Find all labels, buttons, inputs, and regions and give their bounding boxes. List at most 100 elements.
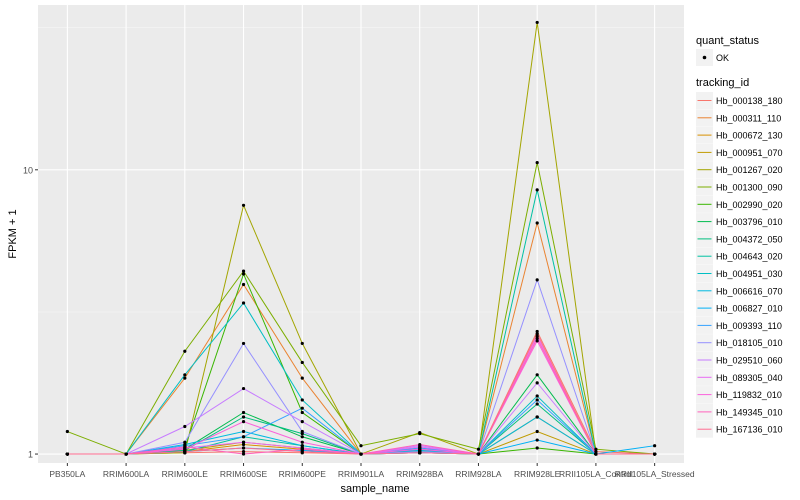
data-point bbox=[594, 449, 598, 454]
data-point bbox=[241, 410, 246, 415]
data-point bbox=[535, 398, 539, 402]
data-point bbox=[418, 442, 422, 447]
data-point bbox=[359, 444, 363, 448]
data-point bbox=[241, 442, 246, 447]
data-point bbox=[300, 429, 304, 434]
data-point bbox=[300, 435, 304, 439]
legend-label: Hb_119832_010 bbox=[716, 390, 782, 400]
data-point bbox=[241, 435, 246, 439]
data-point bbox=[183, 376, 187, 380]
legend-label: Hb_004372_050 bbox=[716, 234, 783, 244]
x-tick-label: RRIM600SE bbox=[220, 469, 268, 479]
data-point bbox=[183, 424, 187, 429]
data-point bbox=[476, 452, 481, 456]
legend-label: Hb_009393_110 bbox=[716, 321, 782, 331]
data-point bbox=[124, 452, 128, 456]
data-point bbox=[183, 449, 187, 454]
data-point bbox=[241, 446, 246, 450]
data-point bbox=[65, 429, 69, 434]
data-point bbox=[241, 452, 246, 456]
data-point bbox=[241, 415, 246, 419]
legend: quant_status OK tracking_id Hb_000138_18… bbox=[696, 35, 783, 438]
data-point bbox=[594, 447, 598, 451]
data-point bbox=[418, 447, 422, 451]
legend-quant-point bbox=[702, 55, 707, 60]
data-point bbox=[65, 452, 69, 456]
data-point bbox=[300, 440, 304, 444]
x-tick-label: RRIM901LA bbox=[338, 469, 385, 479]
data-point bbox=[241, 301, 246, 305]
legend-quant-label: OK bbox=[716, 53, 729, 63]
legend-tracking-entries: Hb_000138_180 Hb_000311_110 Hb_000672_130 H… bbox=[696, 92, 783, 438]
data-point bbox=[241, 269, 246, 273]
data-point bbox=[535, 278, 539, 282]
legend-label: Hb_001300_090 bbox=[716, 183, 783, 193]
data-point bbox=[418, 451, 422, 455]
legend-label: Hb_004643_020 bbox=[716, 252, 783, 262]
data-point bbox=[300, 420, 304, 424]
x-tick-label: RRIM928BA bbox=[396, 469, 444, 479]
legend-quant-title: quant_status bbox=[696, 35, 759, 47]
legend-label: Hb_001267_020 bbox=[716, 165, 783, 175]
data-point bbox=[535, 429, 539, 434]
legend-label: Hb_149345_010 bbox=[716, 407, 783, 417]
data-point bbox=[183, 445, 187, 449]
data-point bbox=[183, 440, 187, 444]
data-point bbox=[418, 432, 422, 436]
data-point bbox=[300, 341, 304, 346]
grid-lines bbox=[38, 5, 684, 463]
data-point bbox=[653, 452, 657, 456]
data-point bbox=[535, 161, 539, 165]
data-point bbox=[241, 429, 246, 434]
x-axis: PB350LA RRIM600LA RRIM600LE RRIM600SE RRIM60… bbox=[49, 463, 695, 479]
data-point bbox=[241, 282, 246, 287]
data-point bbox=[418, 445, 422, 449]
data-point bbox=[241, 386, 246, 391]
legend-label: Hb_004951_030 bbox=[716, 269, 783, 279]
legend-label: Hb_006616_070 bbox=[716, 286, 783, 296]
data-point bbox=[476, 447, 481, 451]
data-point bbox=[535, 221, 539, 225]
data-point bbox=[535, 394, 539, 398]
data-point bbox=[300, 449, 304, 454]
legend-label: Hb_003796_010 bbox=[716, 217, 783, 227]
y-axis: 1 10 bbox=[23, 165, 38, 460]
legend-label: Hb_000311_110 bbox=[716, 113, 781, 123]
data-point bbox=[535, 373, 539, 377]
data-point bbox=[359, 452, 363, 456]
data-point bbox=[241, 420, 246, 424]
data-point bbox=[594, 452, 598, 456]
data-point bbox=[653, 444, 657, 448]
data-point bbox=[535, 402, 539, 406]
data-point bbox=[241, 272, 246, 276]
legend-label: Hb_006827_010 bbox=[716, 304, 783, 314]
data-point bbox=[535, 381, 539, 385]
y-tick-label: 1 bbox=[28, 450, 33, 460]
legend-label: Hb_029510_060 bbox=[716, 356, 783, 366]
data-point bbox=[300, 410, 304, 415]
legend-label: Hb_000672_130 bbox=[716, 131, 783, 141]
data-point bbox=[535, 415, 539, 419]
data-point bbox=[241, 449, 246, 454]
data-points bbox=[65, 20, 657, 456]
data-point bbox=[300, 360, 304, 365]
x-tick-label: RRIM928LE bbox=[514, 469, 561, 479]
data-point bbox=[300, 398, 304, 402]
x-axis-title: sample_name bbox=[340, 483, 409, 495]
x-tick-label: RRIM600LE bbox=[162, 469, 209, 479]
legend-label: Hb_167136_010 bbox=[716, 425, 783, 435]
legend-label: Hb_000951_070 bbox=[716, 148, 783, 158]
data-point bbox=[183, 447, 187, 451]
x-tick-label: PB350LA bbox=[49, 469, 85, 479]
x-tick-label: RRII105LA_Stressed bbox=[615, 469, 695, 479]
data-point bbox=[535, 446, 539, 450]
legend-quant-entries: OK bbox=[696, 49, 729, 66]
data-point bbox=[535, 336, 539, 341]
legend-tracking-title: tracking_id bbox=[696, 77, 749, 89]
data-point bbox=[535, 339, 539, 343]
legend-label: Hb_000138_180 bbox=[716, 96, 783, 106]
legend-label: Hb_089305_040 bbox=[716, 373, 783, 383]
data-point bbox=[241, 440, 246, 444]
data-point bbox=[241, 203, 246, 207]
data-point bbox=[535, 188, 539, 192]
